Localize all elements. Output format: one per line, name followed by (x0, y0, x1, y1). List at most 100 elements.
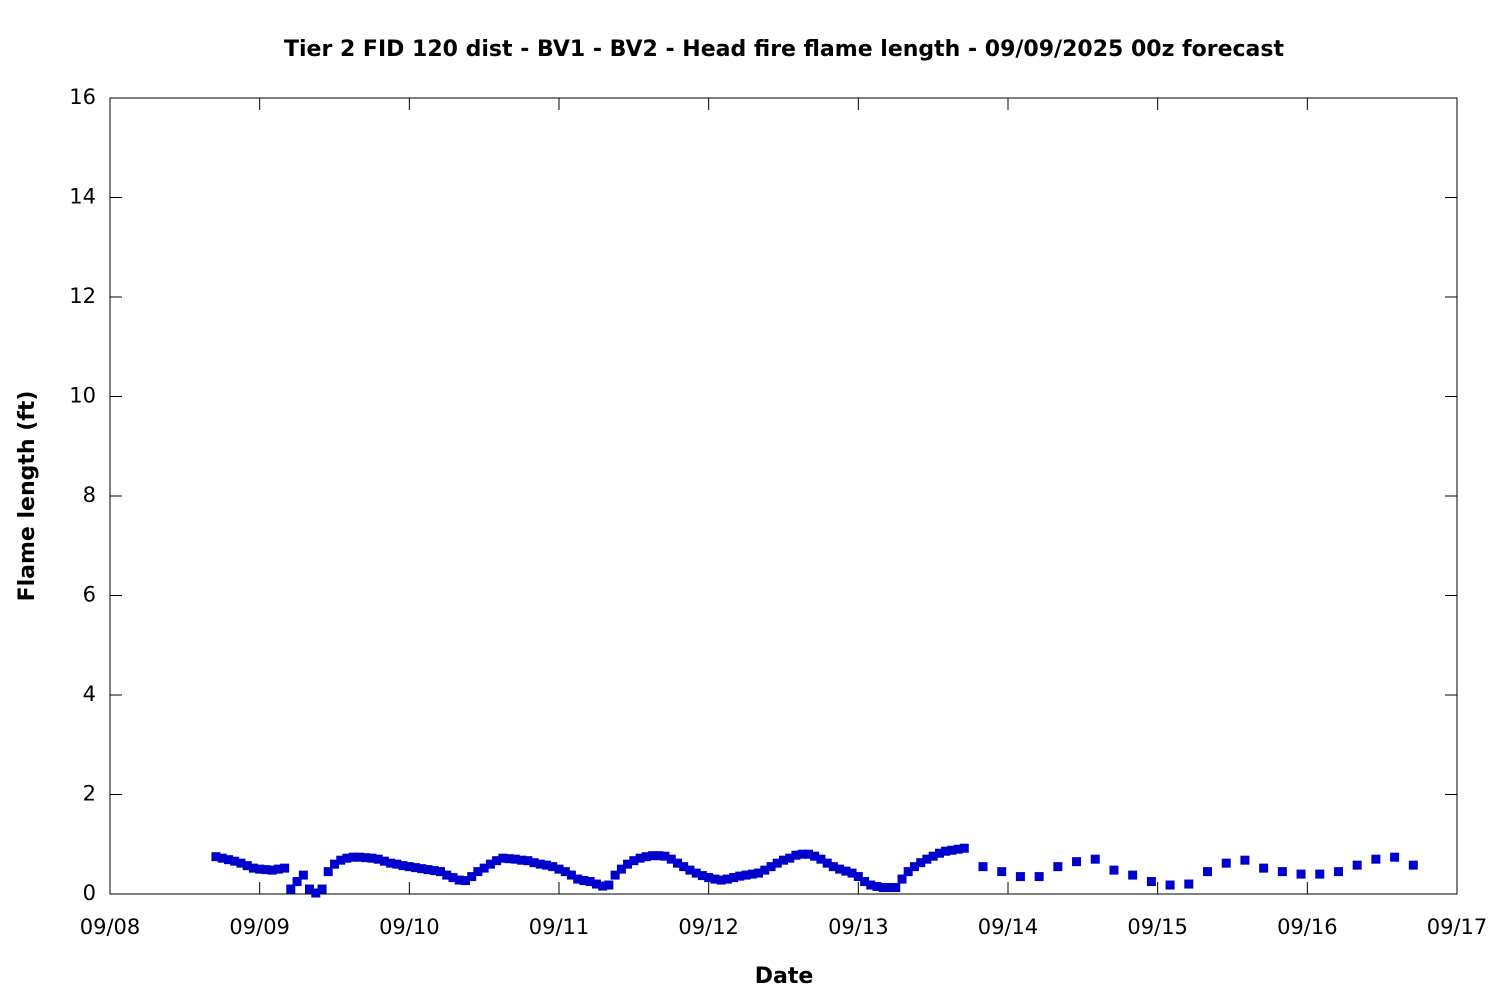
data-point (803, 849, 813, 859)
data-point (853, 872, 863, 882)
data-point (1371, 854, 1381, 864)
data-point (641, 852, 651, 862)
data-point (1034, 872, 1044, 882)
data-point (941, 846, 951, 856)
data-point (841, 866, 851, 876)
data-point (1240, 855, 1250, 865)
data-point (1090, 854, 1100, 864)
data-point (330, 859, 339, 869)
data-point (392, 859, 402, 869)
data-point (704, 873, 714, 883)
data-point (398, 861, 408, 871)
data-point (591, 879, 601, 889)
data-point (791, 850, 801, 860)
data-point (467, 872, 477, 882)
y-tick-label: 8 (83, 483, 96, 507)
data-point (348, 852, 358, 862)
data-point (891, 883, 901, 893)
data-point (1221, 858, 1231, 868)
y-tick-label: 0 (83, 881, 96, 905)
data-point (460, 876, 470, 886)
x-tick-label: 09/09 (229, 915, 290, 939)
data-point (797, 849, 807, 859)
data-point (248, 863, 258, 873)
data-point (866, 880, 876, 890)
data-point (828, 862, 838, 872)
data-point (548, 862, 558, 872)
data-point (1128, 870, 1138, 880)
data-point (1296, 869, 1306, 879)
data-point (779, 855, 788, 865)
chart-title: Tier 2 FID 120 dist - BV1 - BV2 - Head f… (284, 37, 1285, 62)
data-point (386, 858, 396, 868)
data-point (242, 861, 252, 871)
data-point (354, 852, 364, 862)
data-point (1390, 852, 1400, 862)
data-point (673, 858, 683, 868)
data-point (978, 862, 988, 872)
y-axis-label: Flame length (ft) (15, 391, 40, 602)
data-point (953, 844, 963, 854)
data-point (1203, 867, 1213, 877)
data-point (666, 854, 676, 864)
data-point (754, 868, 764, 878)
data-point (517, 855, 527, 865)
data-point (735, 871, 745, 881)
data-point (710, 874, 720, 884)
x-tick-label: 09/16 (1277, 915, 1338, 939)
x-tick-label: 09/15 (1127, 915, 1188, 939)
x-tick-label: 09/14 (978, 915, 1039, 939)
data-point (298, 870, 308, 880)
data-point (1333, 867, 1343, 877)
x-tick-label: 09/13 (828, 915, 889, 939)
data-point (342, 853, 352, 863)
data-point (816, 854, 826, 864)
data-point (635, 853, 645, 863)
data-point (947, 845, 957, 855)
data-point (772, 858, 782, 868)
data-point (280, 863, 290, 873)
data-point (897, 874, 907, 884)
data-point (1408, 860, 1418, 870)
data-point (323, 867, 333, 877)
data-point (417, 864, 427, 874)
data-point (317, 884, 327, 894)
data-point (747, 869, 757, 879)
data-point (766, 862, 776, 872)
data-point (305, 884, 315, 894)
x-tick-label: 09/11 (529, 915, 590, 939)
data-point (610, 870, 620, 880)
data-point (872, 882, 882, 892)
data-point (373, 854, 383, 864)
data-point (697, 871, 707, 881)
y-tick-label: 2 (83, 782, 96, 806)
x-tick-label: 09/10 (379, 915, 440, 939)
data-point (485, 859, 495, 869)
data-point (716, 875, 726, 885)
y-tick-label: 6 (83, 583, 96, 607)
data-point (598, 881, 608, 891)
data-point (934, 848, 944, 858)
data-point (604, 880, 614, 890)
data-point (336, 855, 346, 865)
data-point (1072, 857, 1082, 867)
data-point (473, 867, 483, 877)
x-axis-label: Date (755, 964, 814, 989)
data-point (379, 856, 389, 866)
data-point (566, 870, 576, 880)
data-point (916, 858, 926, 868)
data-point (760, 865, 770, 875)
data-point (928, 851, 938, 861)
data-point (510, 854, 520, 864)
y-tick-label: 12 (69, 284, 96, 308)
data-point (236, 858, 246, 868)
data-point (217, 853, 227, 863)
y-tick-label: 4 (83, 682, 96, 706)
y-tick-label: 16 (69, 85, 96, 109)
data-point (959, 843, 969, 853)
data-point (523, 856, 533, 866)
data-point (292, 877, 302, 887)
data-point (554, 864, 564, 874)
